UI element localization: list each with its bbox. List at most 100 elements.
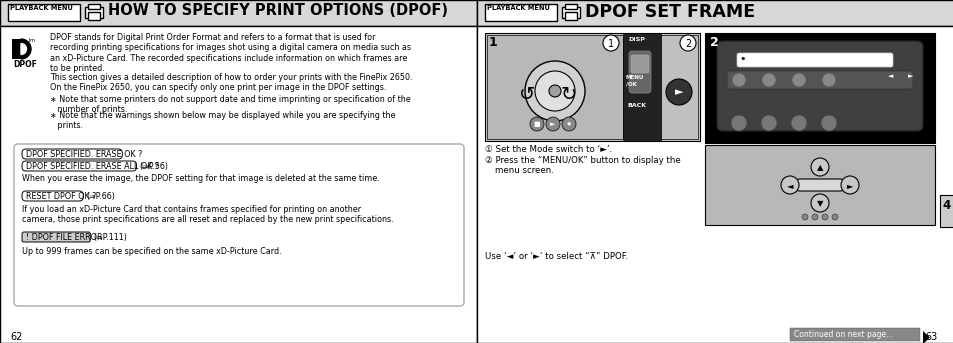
Text: ►: ► [907,73,912,79]
Text: ∗ Note that some printers do not support date and time imprinting or specificati: ∗ Note that some printers do not support… [50,95,411,115]
Bar [0,0,476,26]
Text: 1: 1 [489,36,497,49]
Text: ↺: ↺ [518,85,535,104]
Text: Use ‘◄’ or ‘►’ to select “⊼” DPOF.: Use ‘◄’ or ‘►’ to select “⊼” DPOF. [484,252,627,261]
Text: ① Set the Mode switch to ‘►’.: ① Set the Mode switch to ‘►’. [484,145,612,154]
Text: DPOF SPECIFIED. ERASE OK ?: DPOF SPECIFIED. ERASE OK ? [26,150,142,159]
Text: ∗ Note that the warnings shown below may be displayed while you are specifying t: ∗ Note that the warnings shown below may… [50,111,395,130]
Bar [561,7,579,18]
Circle shape [821,115,836,131]
Text: When you erase the image, the DPOF setting for that image is deleted at the same: When you erase the image, the DPOF setti… [22,174,379,183]
FancyBboxPatch shape [630,55,648,73]
Text: ▼: ▼ [816,199,822,208]
Bar [704,145,934,225]
Circle shape [801,214,807,220]
Circle shape [561,117,576,131]
Text: DPOF SPECIFIED. ERASE ALL OK ?: DPOF SPECIFIED. ERASE ALL OK ? [26,162,159,171]
Text: This section gives a detailed description of how to order your prints with the F: This section gives a detailed descriptio… [50,73,412,92]
FancyBboxPatch shape [737,53,892,67]
FancyBboxPatch shape [717,41,923,131]
Circle shape [730,115,746,131]
Bar [660,35,698,139]
Text: 1: 1 [607,39,614,49]
Circle shape [821,214,827,220]
Text: tm: tm [29,38,36,43]
Circle shape [810,194,828,212]
Text: Continued on next page...: Continued on next page... [793,330,892,339]
Bar [85,7,103,18]
Bar [789,328,919,341]
FancyBboxPatch shape [22,161,136,171]
Circle shape [781,176,799,194]
Circle shape [530,117,543,131]
Text: HOW TO SPECIFY PRINT OPTIONS (DPOF): HOW TO SPECIFY PRINT OPTIONS (DPOF) [108,3,448,18]
FancyBboxPatch shape [794,179,844,191]
Bar [704,33,934,143]
Bar [476,0,953,26]
Text: RESET DPOF OK ?: RESET DPOF OK ? [26,192,96,201]
Text: ◄: ◄ [786,181,792,190]
Circle shape [760,115,776,131]
Circle shape [665,79,691,105]
Bar [484,4,557,21]
Text: ▲: ▲ [816,163,822,172]
Circle shape [821,73,835,87]
Circle shape [810,158,828,176]
Text: ★: ★ [565,121,572,127]
Bar [476,26,953,343]
Text: 4: 4 [941,199,949,212]
Text: PLAYBACK MENU: PLAYBACK MENU [10,5,72,12]
FancyBboxPatch shape [628,51,650,93]
Bar [88,12,100,20]
FancyBboxPatch shape [14,144,463,306]
Bar [564,4,577,9]
Text: DPOF: DPOF [13,60,37,69]
Bar [939,195,953,227]
Bar [0,26,476,343]
FancyBboxPatch shape [22,149,122,159]
Text: DPOF stands for Digital Print Order Format and refers to a format that is used f: DPOF stands for Digital Print Order Form… [50,33,411,73]
Bar [8,4,80,21]
Circle shape [731,73,745,87]
Circle shape [841,176,858,194]
Text: If you load an xD-Picture Card that contains frames specified for printing on an: If you load an xD-Picture Card that cont… [22,205,394,224]
Bar [564,12,577,20]
Circle shape [679,35,696,51]
Text: MENU: MENU [625,75,643,80]
Bar [88,4,100,9]
FancyBboxPatch shape [726,71,912,89]
Circle shape [790,115,806,131]
Text: ! DPOF FILE ERROR: ! DPOF FILE ERROR [26,233,102,242]
Text: /OK: /OK [625,82,637,87]
Circle shape [761,73,775,87]
Text: ►: ► [674,87,682,97]
Wedge shape [21,39,30,59]
Bar [12,39,21,59]
Text: BACK: BACK [626,103,645,108]
Text: 2: 2 [684,39,690,49]
FancyBboxPatch shape [22,232,91,242]
Text: DPOF SET FRAME: DPOF SET FRAME [584,3,755,21]
Circle shape [545,117,559,131]
Circle shape [548,85,560,97]
Text: ►: ► [550,121,555,127]
Bar [622,33,660,141]
Text: ↻: ↻ [560,85,577,104]
Text: (⇒P.56): (⇒P.56) [139,162,169,171]
Text: 62: 62 [10,332,22,342]
Text: DISP: DISP [627,37,644,42]
Circle shape [535,71,575,111]
Text: 63: 63 [924,332,937,342]
Text: •: • [739,54,744,64]
Text: ② Press the “MENU/OK” button to display the: ② Press the “MENU/OK” button to display … [484,156,680,165]
Circle shape [602,35,618,51]
Text: ■: ■ [533,121,539,127]
Text: ◄: ◄ [887,73,892,79]
FancyBboxPatch shape [22,191,83,201]
Text: (⇒P.66): (⇒P.66) [86,192,115,201]
Text: Up to 999 frames can be specified on the same xD-Picture Card.: Up to 999 frames can be specified on the… [22,247,281,256]
Circle shape [811,214,817,220]
Circle shape [791,73,805,87]
Text: PLAYBACK MENU: PLAYBACK MENU [486,5,549,12]
Text: menu screen.: menu screen. [495,166,554,175]
